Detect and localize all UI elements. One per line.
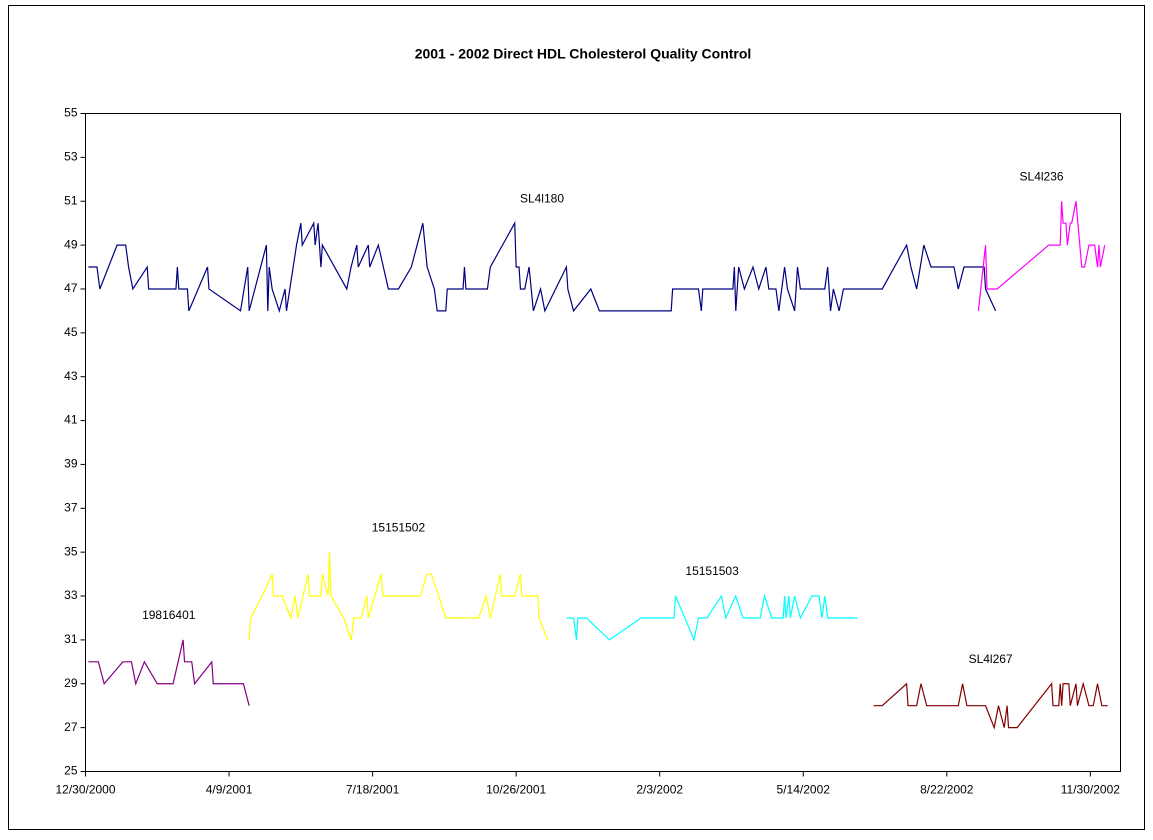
series-label: SL4l180 <box>520 191 564 205</box>
series-label: SL4l236 <box>1020 169 1064 183</box>
y-tick-label: 37 <box>64 500 78 514</box>
series-line <box>566 593 858 642</box>
series-line <box>977 201 1106 311</box>
y-tick-label: 47 <box>64 281 78 295</box>
y-tick-label: 27 <box>64 720 78 734</box>
series-line <box>248 552 549 641</box>
x-tick-label: 4/9/2001 <box>206 783 253 797</box>
y-tick-label: 51 <box>64 193 78 207</box>
y-tick-label: 49 <box>64 237 78 251</box>
series-line <box>88 639 250 706</box>
y-tick-label: 43 <box>64 369 78 383</box>
chart-title: 2001 - 2002 Direct HDL Cholesterol Quali… <box>415 46 752 62</box>
y-tick-label: 41 <box>64 413 78 427</box>
x-tick-label: 2/3/2002 <box>636 783 683 797</box>
x-tick-label: 11/30/2002 <box>1061 783 1120 797</box>
y-tick-label: 53 <box>64 150 78 164</box>
y-tick-label: 33 <box>64 588 78 602</box>
plot-area <box>85 113 1121 772</box>
y-tick-label: 45 <box>64 325 78 339</box>
y-tick-label: 55 <box>64 106 78 120</box>
y-tick-label: 29 <box>64 676 78 690</box>
y-tick-label: 39 <box>64 457 78 471</box>
x-tick-label: 5/14/2002 <box>777 783 831 797</box>
series-line <box>88 220 997 314</box>
y-tick-label: 25 <box>64 764 78 778</box>
x-tick-label: 8/22/2002 <box>920 783 974 797</box>
chart-frame <box>8 5 1145 830</box>
series-line <box>873 681 1108 730</box>
series-label: 15151503 <box>685 564 739 578</box>
x-tick-label: 12/30/2000 <box>55 783 115 797</box>
y-tick-label: 31 <box>64 632 78 646</box>
series-label: SL4l267 <box>969 652 1013 666</box>
x-tick-label: 7/18/2001 <box>346 783 400 797</box>
series-label: 15151502 <box>372 520 426 534</box>
y-tick-label: 35 <box>64 544 78 558</box>
x-tick-label: 10/26/2001 <box>486 783 546 797</box>
series-label: 19816401 <box>142 608 196 622</box>
